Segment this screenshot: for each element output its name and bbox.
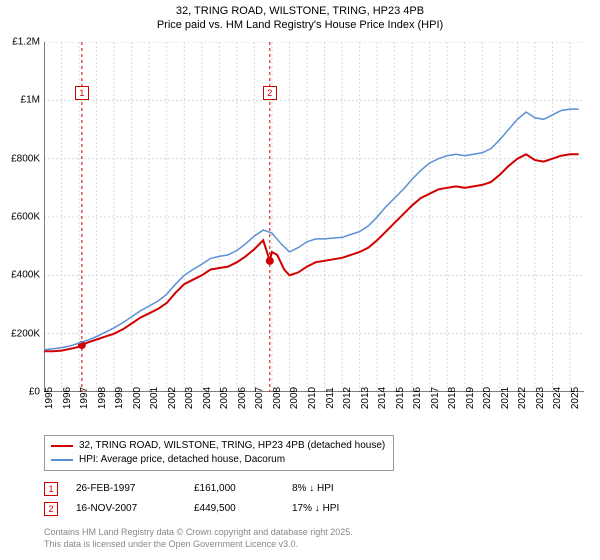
sale-price: £449,500 bbox=[194, 499, 274, 519]
x-tick-label: 2004 bbox=[202, 387, 213, 409]
title-block: 32, TRING ROAD, WILSTONE, TRING, HP23 4P… bbox=[0, 0, 600, 33]
x-tick-label: 2000 bbox=[132, 387, 143, 409]
x-tick-label: 1996 bbox=[62, 387, 73, 409]
x-tick-label: 2002 bbox=[167, 387, 178, 409]
x-tick-label: 1999 bbox=[114, 387, 125, 409]
x-tick-label: 2007 bbox=[254, 387, 265, 409]
x-tick-label: 2014 bbox=[377, 387, 388, 409]
title-line-1: 32, TRING ROAD, WILSTONE, TRING, HP23 4P… bbox=[0, 4, 600, 18]
x-tick-label: 2013 bbox=[360, 387, 371, 409]
sale-delta: 8% ↓ HPI bbox=[292, 479, 372, 499]
chart-area: 12 bbox=[44, 42, 584, 392]
x-tick-label: 1995 bbox=[44, 387, 55, 409]
sale-delta: 17% ↓ HPI bbox=[292, 499, 372, 519]
footer: Contains HM Land Registry data © Crown c… bbox=[44, 527, 584, 550]
y-tick-label: £1M bbox=[0, 95, 40, 106]
x-tick-label: 1997 bbox=[79, 387, 90, 409]
x-tick-label: 2015 bbox=[395, 387, 406, 409]
x-tick-label: 1998 bbox=[97, 387, 108, 409]
chart-container: 32, TRING ROAD, WILSTONE, TRING, HP23 4P… bbox=[0, 0, 600, 560]
x-tick-label: 2022 bbox=[517, 387, 528, 409]
sale-records: 1 26-FEB-1997 £161,000 8% ↓ HPI 2 16-NOV-2007… bbox=[44, 479, 584, 519]
x-tick-label: 2016 bbox=[412, 387, 423, 409]
x-tick-label: 2023 bbox=[535, 387, 546, 409]
footer-line-2: This data is licensed under the Open Gov… bbox=[44, 539, 584, 551]
x-tick-label: 2005 bbox=[219, 387, 230, 409]
legend-label: 32, TRING ROAD, WILSTONE, TRING, HP23 4P… bbox=[79, 439, 385, 453]
x-tick-label: 2001 bbox=[149, 387, 160, 409]
footer-line-1: Contains HM Land Registry data © Crown c… bbox=[44, 527, 584, 539]
legend-swatch bbox=[51, 459, 73, 461]
x-tick-label: 2017 bbox=[430, 387, 441, 409]
sale-marker-1: 1 bbox=[75, 86, 89, 100]
title-line-2: Price paid vs. HM Land Registry's House … bbox=[0, 18, 600, 32]
x-tick-label: 2020 bbox=[482, 387, 493, 409]
x-tick-label: 2011 bbox=[325, 387, 336, 409]
x-tick-label: 2019 bbox=[465, 387, 476, 409]
chart-svg: 12 bbox=[44, 42, 584, 392]
y-tick-label: £400K bbox=[0, 270, 40, 281]
y-tick-label: £0 bbox=[0, 387, 40, 398]
x-tick-label: 2008 bbox=[272, 387, 283, 409]
x-tick-label: 2003 bbox=[184, 387, 195, 409]
x-tick-label: 2018 bbox=[447, 387, 458, 409]
x-tick-label: 2021 bbox=[500, 387, 511, 409]
legend-label: HPI: Average price, detached house, Daco… bbox=[79, 453, 285, 467]
x-tick-label: 2012 bbox=[342, 387, 353, 409]
x-tick-label: 2006 bbox=[237, 387, 248, 409]
y-tick-label: £200K bbox=[0, 328, 40, 339]
legend-box: 32, TRING ROAD, WILSTONE, TRING, HP23 4P… bbox=[44, 435, 394, 471]
sale-date: 16-NOV-2007 bbox=[76, 499, 176, 519]
x-tick-label: 2025 bbox=[570, 387, 581, 409]
sale-marker-2: 2 bbox=[263, 86, 277, 100]
x-tick-label: 2009 bbox=[289, 387, 300, 409]
x-tick-label: 2010 bbox=[307, 387, 318, 409]
legend-swatch bbox=[51, 445, 73, 447]
sale-date: 26-FEB-1997 bbox=[76, 479, 176, 499]
sale-row: 1 26-FEB-1997 £161,000 8% ↓ HPI bbox=[44, 479, 584, 499]
y-tick-label: £800K bbox=[0, 153, 40, 164]
sale-row: 2 16-NOV-2007 £449,500 17% ↓ HPI bbox=[44, 499, 584, 519]
legend-row: 32, TRING ROAD, WILSTONE, TRING, HP23 4P… bbox=[51, 439, 387, 453]
legend-area: 32, TRING ROAD, WILSTONE, TRING, HP23 4P… bbox=[44, 435, 584, 550]
x-tick-label: 2024 bbox=[552, 387, 563, 409]
y-tick-label: £600K bbox=[0, 212, 40, 223]
sale-row-marker: 1 bbox=[44, 482, 58, 496]
sale-row-marker: 2 bbox=[44, 502, 58, 516]
series-hpi bbox=[44, 109, 579, 350]
y-tick-label: £1.2M bbox=[0, 37, 40, 48]
legend-row: HPI: Average price, detached house, Daco… bbox=[51, 453, 387, 467]
sale-price: £161,000 bbox=[194, 479, 274, 499]
